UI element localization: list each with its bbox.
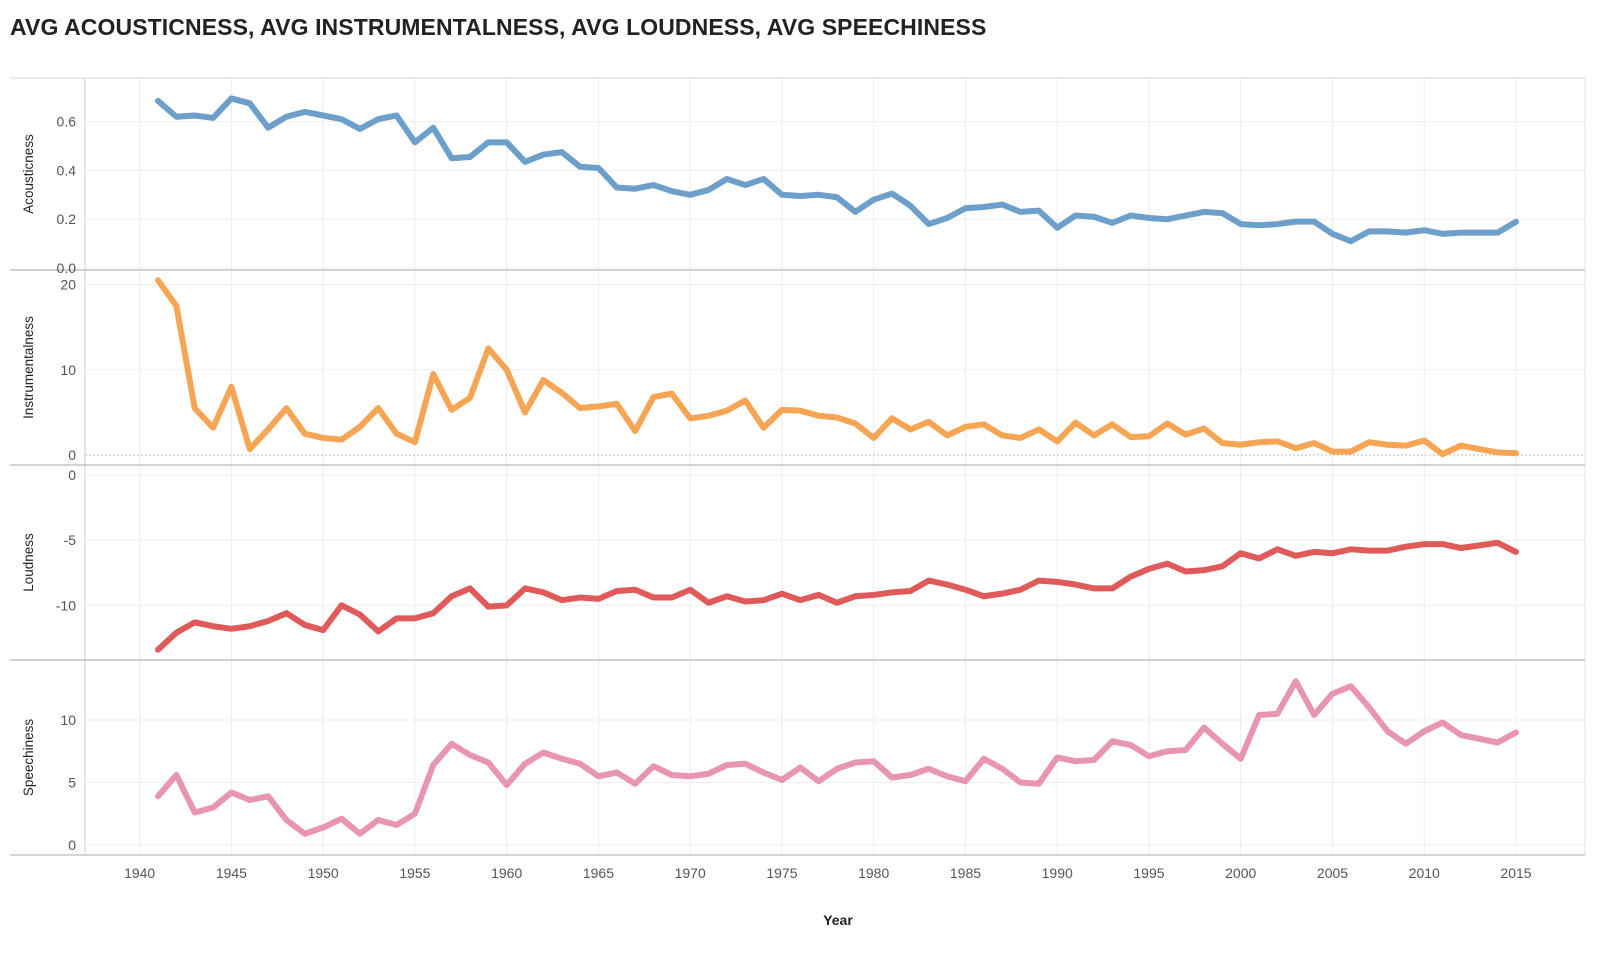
y-tick-label: 0.6 [57,114,77,130]
x-tick-label: 1990 [1042,865,1073,881]
y-axis-title-speechiness: Speechiness [21,719,36,797]
x-tick-label: 1960 [491,865,522,881]
y-tick-label: -10 [56,597,76,613]
series-line-instrumentalness [155,277,1519,458]
panel-frames [10,77,1586,856]
y-tick-label: 0 [68,837,76,853]
series-layer [155,95,1519,837]
chart-title: AVG ACOUSTICNESS, AVG INSTRUMENTALNESS, … [10,14,987,40]
x-axis-title: Year [823,912,853,928]
series-line-speechiness [155,678,1519,837]
x-tick-label: 1995 [1133,865,1164,881]
y-tick-label: 20 [60,277,76,293]
series-line-loudness [155,539,1519,653]
series-line-acousticness [155,95,1519,245]
y-tick-label: 10 [60,712,76,728]
y-tick-label: 0.2 [57,211,77,227]
x-tick-label: 2010 [1409,865,1440,881]
x-tick-label: 1940 [124,865,155,881]
tick-labels: 0.0 0.2 0.4 0.6 Acousticness 0 10 20 Instrumenta… [21,114,1532,881]
grid-layer [85,78,1585,855]
x-tick-label: 1975 [766,865,797,881]
y-tick-label: -5 [64,532,77,548]
x-tick-label: 2015 [1500,865,1531,881]
x-tick-label: 1985 [950,865,981,881]
x-tick-label: 2000 [1225,865,1256,881]
y-tick-label: 5 [68,775,76,791]
y-tick-label: 10 [60,362,76,378]
y-axis-title-loudness: Loudness [21,533,36,592]
x-tick-label: 1950 [308,865,339,881]
y-axis-title-instrumentalness: Instrumentalness [21,316,36,419]
x-tick-label: 1945 [216,865,247,881]
y-tick-label: 0 [68,467,76,483]
y-tick-label: 0 [68,447,76,463]
x-tick-label: 1980 [858,865,889,881]
x-tick-label: 1965 [583,865,614,881]
y-tick-label: 0.0 [57,260,77,276]
x-tick-label: 1970 [675,865,706,881]
y-tick-label: 0.4 [57,162,77,178]
x-tick-label: 1955 [399,865,430,881]
x-tick-label: 2005 [1317,865,1348,881]
y-axis-title-acousticness: Acousticness [21,134,36,214]
